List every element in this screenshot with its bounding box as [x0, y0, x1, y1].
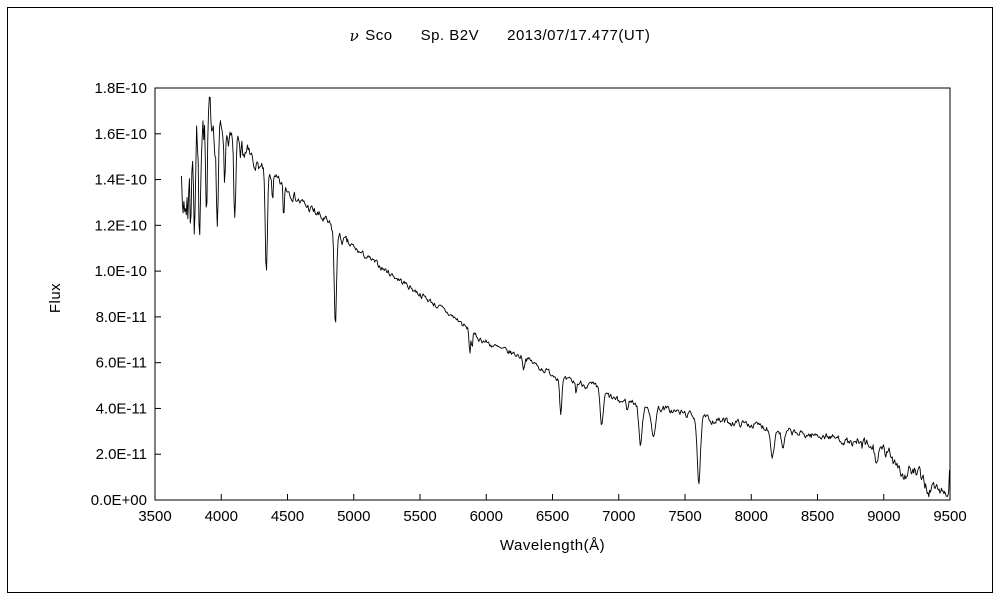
x-axis-tick-label: 9000	[867, 508, 900, 525]
title-obs-date: 2013/07/17.477(UT)	[507, 27, 651, 44]
figure-border	[7, 7, 993, 593]
spectrum-line	[181, 96, 950, 498]
x-axis-tick-label: 4500	[271, 508, 304, 525]
x-axis-tick-label: 5500	[403, 508, 436, 525]
chart-title: ν Sco Sp. B2V 2013/07/17.477(UT)	[0, 27, 1000, 45]
y-axis-tick-label: 1.4E-10	[94, 172, 147, 189]
y-axis-title: Flux	[47, 282, 64, 314]
title-star-name: ν Sco	[350, 27, 393, 45]
x-axis-tick-label: 6500	[536, 508, 569, 525]
y-axis-tick-label: 8.0E-11	[96, 309, 147, 326]
x-axis-title: Wavelength(Å)	[499, 537, 606, 554]
y-axis-tick-label: 2.0E-11	[96, 446, 147, 463]
title-greek-nu: ν	[349, 27, 360, 45]
x-axis-tick-label: 7000	[602, 508, 635, 525]
x-axis-tick-label: 3500	[138, 508, 171, 525]
y-axis-tick-label: 1.0E-10	[94, 263, 147, 280]
y-axis-tick-label: 1.6E-10	[94, 126, 147, 143]
y-axis-tick-label: 1.8E-10	[94, 80, 147, 97]
x-axis-tick-label: 8500	[801, 508, 834, 525]
x-axis-tick-label: 8000	[735, 508, 768, 525]
y-axis-tick-label: 1.2E-10	[94, 217, 147, 234]
y-axis-tick-label: 4.0E-11	[96, 400, 147, 417]
y-axis-tick-label: 6.0E-11	[96, 355, 147, 372]
x-axis-tick-label: 6000	[470, 508, 503, 525]
title-spectral-type: Sp. B2V	[420, 27, 480, 44]
y-axis-tick-label: 0.0E+00	[91, 492, 147, 509]
x-axis-tick-label: 7500	[668, 508, 701, 525]
x-axis-tick-label: 5000	[337, 508, 370, 525]
x-axis-tick-label: 4000	[205, 508, 238, 525]
title-star-text: Sco	[365, 27, 393, 44]
x-axis-tick-label: 9500	[933, 508, 966, 525]
